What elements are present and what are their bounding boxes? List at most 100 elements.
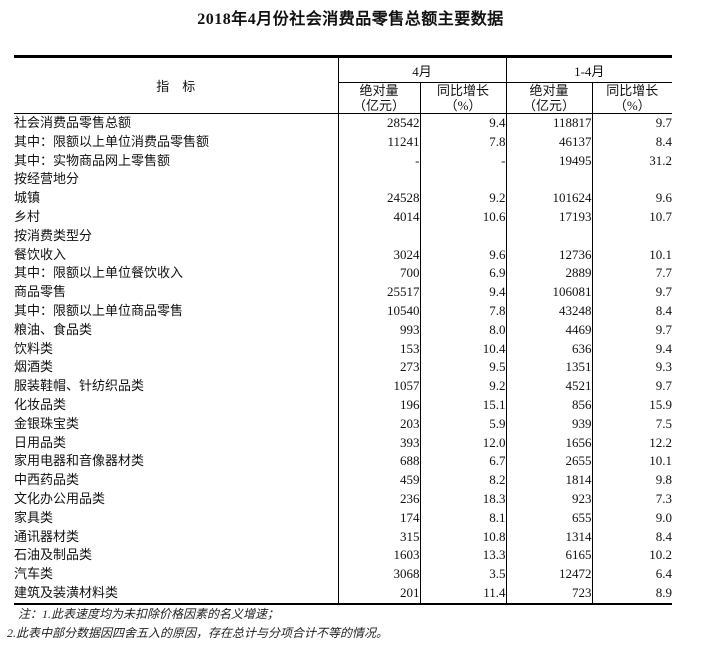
april-yoy-cell: 15.1 [420, 395, 507, 415]
table-row: 按消费类型分 [14, 226, 672, 246]
april-yoy-cell: 6.7 [420, 452, 507, 472]
indicator-cell: 餐饮收入 [14, 245, 339, 265]
janapr-yoy-cell: 31.2 [649, 152, 673, 168]
janapr-yoy-cell: 9.7 [655, 378, 673, 394]
april-yoy-cell: 11.4 [420, 583, 507, 604]
april-yoy-cell: 10.8 [420, 527, 507, 547]
indicator-cell: 其中：限额以上单位餐饮收入 [14, 264, 339, 284]
janapr-yoy-cell: 9.4 [655, 340, 673, 356]
janapr-absolute-cell: 4521 [506, 377, 593, 396]
table-row: 烟酒类 273 9.5 1351 9.3 [14, 358, 672, 378]
april-absolute-cell: 203 [338, 414, 421, 434]
table-row: 其中：限额以上单位餐饮收入 700 6.9 2889 7.7 [14, 264, 673, 284]
header-row-periods: 指 标 4月 1-4月 [14, 56, 673, 114]
janapr-yoy-cell: 10.1 [649, 246, 673, 262]
april-absolute-cell: 24528 [338, 189, 421, 208]
april-yoy-cell: 9.4 [420, 113, 507, 133]
footnote-2: 2.此表中部分数据因四舍五入的原因，存在总计与分项合计不等的情况。 [7, 626, 389, 640]
april-yoy-cell: - [420, 151, 507, 171]
header-janapr-absolute: 绝对量 （亿元） [506, 82, 593, 114]
janapr-yoy-cell: 9.6 [655, 190, 673, 206]
janapr-yoy-cell: 9.7 [655, 321, 673, 337]
april-absolute-cell: 273 [338, 358, 421, 378]
janapr-yoy-cell: 8.9 [655, 584, 673, 600]
janapr-absolute-cell: 12472 [506, 565, 593, 584]
janapr-absolute-cell: 856 [506, 395, 593, 415]
janapr-absolute-cell: 1814 [506, 471, 593, 490]
april-absolute-cell: 1603 [338, 546, 421, 566]
april-absolute-cell: 201 [338, 583, 421, 604]
janapr-absolute-cell: 4469 [506, 320, 593, 340]
table-row: 粮油、食品类 993 8.0 4469 9.7 [14, 320, 673, 340]
indicator-cell: 中西药品类 [14, 471, 339, 490]
janapr-yoy-cell: 10.1 [649, 453, 673, 469]
april-yoy-cell: 8.0 [420, 320, 507, 340]
janapr-yoy-cell: 8.4 [655, 528, 673, 544]
janapr-absolute-cell: 19495 [506, 151, 593, 171]
table-row: 其中：实物商品网上零售额 - -19495 31.2 [14, 151, 673, 171]
table-row: 建筑及装潢材料类 201 11.4 723 8.9 [14, 583, 673, 604]
april-absolute-cell: 393 [338, 433, 421, 453]
table-row: 商品零售 25517 9.4 106081 9.7 [14, 283, 672, 302]
april-yoy-cell: 9.2 [420, 189, 507, 208]
janapr-absolute-cell: 106081 [506, 283, 593, 302]
janapr-yoy-cell: 10.7 [649, 208, 673, 224]
table-row: 金银珠宝类 203 5.9 939 7.5 [14, 414, 673, 434]
janapr-yoy-cell [592, 170, 672, 189]
table-row: 化妆品类 196 15.1 856 15.9 [14, 395, 673, 415]
janapr-absolute-cell [506, 170, 593, 190]
indicator-cell: 日用品类 [14, 433, 339, 453]
indicator-cell: 服装鞋帽、针纺织品类 [14, 377, 339, 396]
janapr-absolute-cell: 1656 [506, 433, 593, 453]
indicator-cell: 其中：实物商品网上零售额 [14, 151, 339, 171]
janapr-yoy-cell: 15.9 [649, 396, 673, 412]
table-row: 饮料类 153 10.4 636 9.4 [14, 339, 673, 359]
janapr-absolute-cell: 118817 [506, 113, 593, 133]
april-absolute-cell: 4014 [338, 207, 421, 227]
janapr-yoy-cell: 9.8 [655, 472, 673, 488]
janapr-yoy-cell: 7.7 [655, 265, 673, 281]
april-absolute-cell: 315 [338, 527, 421, 547]
april-absolute-cell: 28542 [338, 113, 421, 133]
indicator-cell: 按经营地分 [14, 170, 339, 190]
indicator-cell: 家用电器和音像器材类 [14, 452, 339, 472]
april-yoy-cell: 3.5 [420, 565, 507, 584]
table-row: 按经营地分 [14, 170, 672, 190]
april-yoy-cell: 9.5 [420, 358, 507, 378]
table-row: 汽车类 3068 3.5 12472 6.4 [14, 565, 672, 584]
april-yoy-cell: 6.9 [420, 264, 507, 284]
table-row: 家具类 174 8.1 655 9.0 [14, 508, 673, 528]
indicator-cell: 其中：限额以上单位商品零售 [14, 301, 339, 321]
april-yoy-cell: 9.2 [420, 377, 507, 396]
indicator-cell: 家具类 [14, 508, 339, 528]
janapr-yoy-cell: 7.5 [655, 415, 673, 431]
janapr-absolute-cell: 1351 [506, 358, 593, 378]
indicator-cell: 社会消费品零售总额 [14, 113, 339, 133]
april-yoy-cell: 13.3 [420, 546, 507, 566]
april-yoy-cell: 10.4 [420, 339, 507, 359]
janapr-absolute-cell: 12736 [506, 245, 593, 265]
april-absolute-cell: 3068 [338, 565, 421, 584]
janapr-yoy-cell: 9.0 [655, 509, 673, 525]
header-jan-apr: 1-4月 [506, 56, 673, 83]
table-row: 城镇 24528 9.2 101624 9.6 [14, 189, 672, 208]
april-absolute-cell [338, 170, 421, 190]
janapr-yoy-cell: 8.4 [655, 133, 673, 149]
april-yoy-cell: 8.1 [420, 508, 507, 528]
indicator-cell: 其中：限额以上单位消费品零售额 [14, 132, 339, 152]
indicator-cell: 通讯器材类 [14, 527, 339, 547]
table-row: 乡村 4014 10.6 17193 10.7 [14, 207, 673, 227]
april-absolute-cell [338, 226, 421, 246]
april-absolute-cell: 25517 [338, 283, 421, 302]
april-absolute-cell: 11241 [338, 132, 421, 152]
table-row: 社会消费品零售总额 28542 9.4 118817 9.7 [14, 113, 672, 133]
janapr-absolute-cell: 723 [506, 583, 593, 604]
janapr-yoy-cell: 9.7 [655, 284, 673, 300]
april-yoy-cell: 9.6 [420, 245, 507, 265]
table-row: 中西药品类 459 8.2 1814 9.8 [14, 471, 672, 490]
april-absolute-cell: 196 [338, 395, 421, 415]
april-yoy-cell [420, 170, 507, 190]
indicator-cell: 文化办公用品类 [14, 489, 339, 509]
indicator-cell: 饮料类 [14, 339, 339, 359]
april-absolute-cell: 174 [338, 508, 421, 528]
